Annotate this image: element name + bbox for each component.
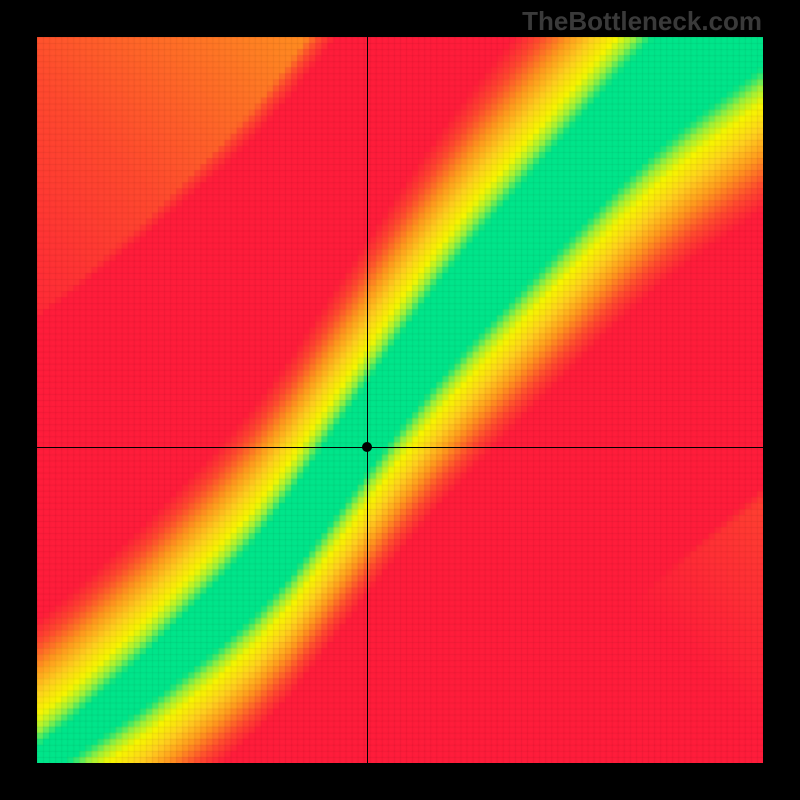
crosshair-horizontal (37, 447, 763, 448)
crosshair-marker (362, 442, 372, 452)
plot-frame (37, 37, 763, 763)
crosshair-vertical (367, 37, 368, 763)
heatmap-canvas (37, 37, 763, 763)
watermark-text: TheBottleneck.com (522, 6, 762, 37)
